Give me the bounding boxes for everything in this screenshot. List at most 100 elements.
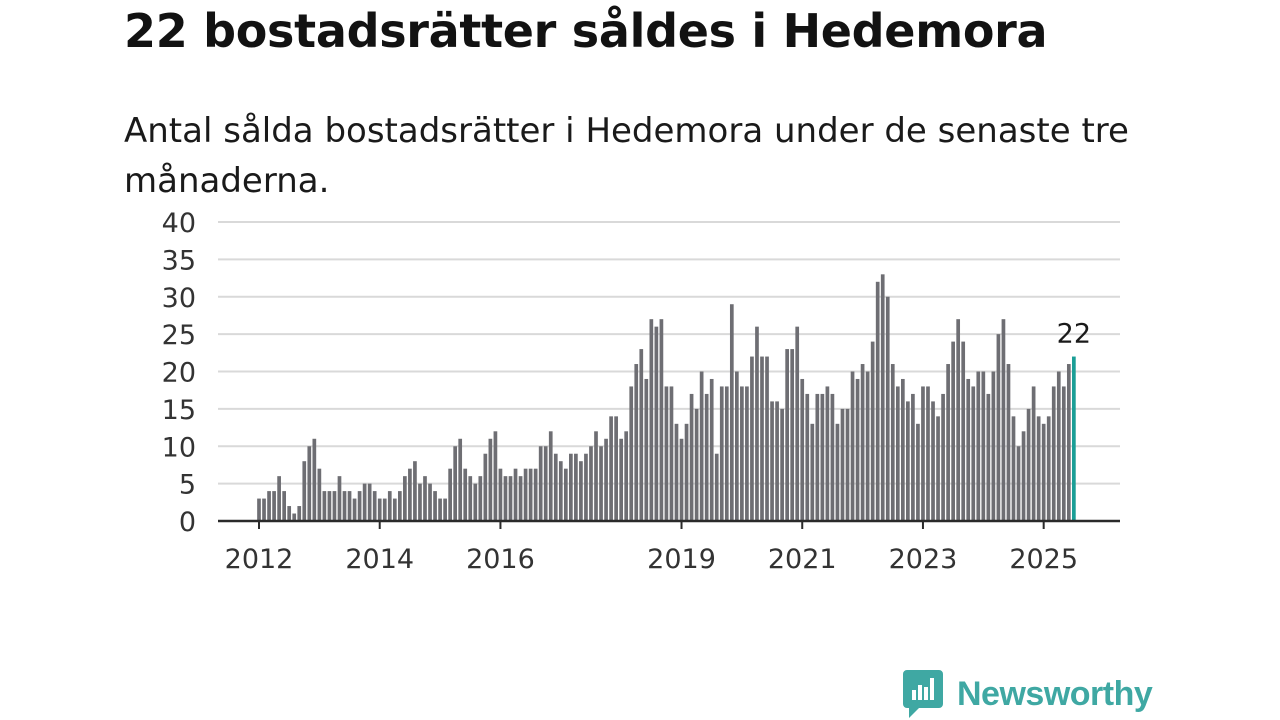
bar	[634, 364, 639, 521]
bar	[906, 401, 910, 521]
bar	[533, 468, 538, 521]
bar	[921, 386, 925, 521]
bar	[941, 393, 945, 521]
bar	[719, 386, 724, 521]
x-tick-label: 2025	[1009, 544, 1078, 575]
bar	[267, 491, 271, 521]
bar	[1056, 371, 1061, 521]
chart-title: 22 bostadsrätter såldes i Hedemora	[124, 4, 1048, 58]
bar	[543, 446, 548, 521]
bar	[770, 401, 774, 521]
bar	[674, 423, 679, 521]
bar	[337, 476, 342, 521]
bar	[307, 446, 312, 521]
bar	[1046, 416, 1051, 521]
bar	[659, 319, 664, 521]
bar	[413, 461, 417, 521]
bar	[855, 378, 860, 521]
bar	[584, 453, 588, 521]
brand-name: Newsworthy	[957, 674, 1153, 713]
y-tick-label: 30	[162, 283, 196, 314]
bar	[518, 476, 523, 521]
x-tick-label: 2016	[466, 544, 535, 575]
bar	[699, 371, 704, 521]
bar	[971, 386, 976, 521]
bar	[805, 393, 810, 521]
bar	[453, 446, 458, 521]
bar	[377, 498, 382, 521]
bar	[538, 446, 543, 521]
bar	[382, 498, 387, 521]
bar	[729, 304, 734, 521]
bar	[911, 393, 915, 521]
bar	[1061, 386, 1066, 521]
bar	[890, 364, 895, 521]
bar	[317, 468, 322, 521]
highlight-bar	[1072, 356, 1076, 521]
bar	[880, 274, 885, 521]
bar	[951, 341, 955, 521]
bar	[815, 393, 820, 521]
newsworthy-logo-icon	[903, 670, 943, 718]
bar	[976, 371, 981, 521]
bar	[423, 476, 427, 521]
bar	[503, 476, 508, 521]
bar	[669, 386, 674, 521]
bar	[840, 408, 845, 522]
bar	[1001, 319, 1006, 521]
bar	[790, 349, 795, 521]
bar	[810, 423, 815, 521]
bar	[895, 386, 900, 521]
bar	[795, 326, 800, 521]
bar	[845, 408, 850, 522]
bar	[322, 491, 327, 521]
bar	[860, 364, 865, 521]
chart-subtitle: Antal sålda bostadsrätter i Hedemora und…	[124, 111, 1129, 201]
bar	[418, 483, 422, 522]
y-tick-label: 35	[162, 245, 196, 276]
bar	[775, 401, 779, 521]
bar	[714, 453, 719, 521]
bar	[724, 386, 729, 521]
bar	[257, 498, 261, 521]
bar	[966, 378, 971, 521]
bar	[433, 491, 437, 521]
bar	[483, 453, 488, 521]
bar	[800, 378, 805, 521]
bar	[1016, 446, 1021, 521]
bar	[740, 386, 744, 521]
bar	[493, 431, 498, 521]
bar	[428, 483, 432, 522]
bar	[825, 386, 830, 521]
bar	[850, 371, 855, 521]
bar	[272, 491, 276, 521]
bar	[473, 483, 478, 522]
bar	[704, 393, 709, 521]
bar	[332, 491, 337, 521]
x-tick-label: 2023	[889, 544, 958, 575]
bar	[352, 498, 357, 521]
bar	[589, 446, 593, 521]
bar	[1041, 423, 1046, 521]
bar	[926, 386, 930, 521]
bar	[785, 349, 789, 521]
bar	[548, 431, 553, 521]
x-tick-label: 2014	[345, 544, 414, 575]
bar	[684, 423, 689, 521]
bar	[835, 423, 840, 521]
bar	[528, 468, 533, 521]
bar	[609, 416, 613, 521]
bar	[664, 386, 669, 521]
bar	[458, 438, 463, 521]
bar	[498, 468, 503, 521]
newsworthy-logo: Newsworthy	[903, 670, 1153, 718]
bar	[644, 378, 649, 521]
bar	[830, 393, 835, 521]
bar	[372, 491, 377, 521]
bar	[594, 431, 598, 521]
bar	[885, 296, 890, 521]
bar	[282, 491, 286, 521]
bar	[362, 483, 367, 522]
bar	[745, 386, 749, 521]
